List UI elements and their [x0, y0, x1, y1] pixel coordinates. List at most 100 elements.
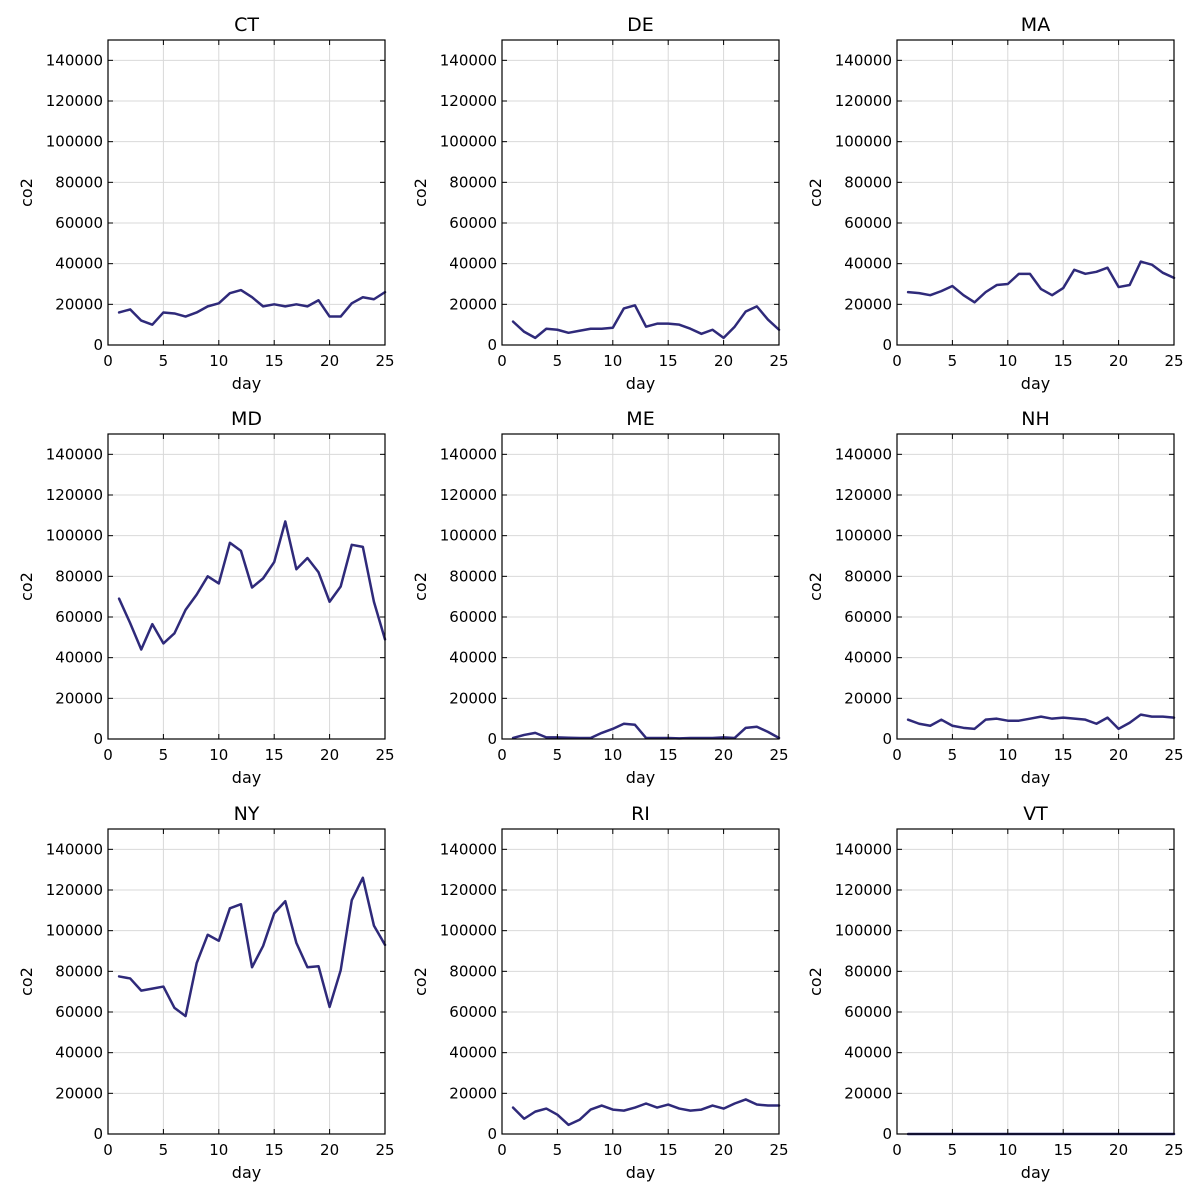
x-tick-label: 20 [714, 1141, 733, 1159]
y-tick-label: 140000 [46, 445, 103, 463]
x-tick-label: 25 [1164, 1141, 1183, 1159]
series-line [511, 304, 781, 340]
x-tick-label: 5 [948, 352, 958, 370]
y-tick-label: 120000 [440, 486, 497, 504]
x-tick-label: 10 [603, 352, 622, 370]
x-tick-label: 20 [1109, 746, 1128, 764]
y-tick-label: 20000 [844, 689, 892, 707]
y-tick-label: 20000 [55, 689, 103, 707]
y-tick-label: 140000 [440, 445, 497, 463]
plot-frame [107, 828, 386, 1135]
y-axis-label: co2 [17, 967, 36, 996]
y-tick-label: 40000 [55, 1044, 103, 1062]
subplot-ma: 0 5 10 15 20 25 0 20000 40000 60000 80000 100000 120… [806, 14, 1184, 393]
x-tick-label: 25 [769, 1141, 788, 1159]
y-tick-label: 80000 [55, 567, 103, 585]
y-tick-label: 80000 [449, 962, 497, 980]
x-tick-label: 25 [769, 352, 788, 370]
subplot-title: MD [231, 408, 262, 430]
y-tick-label: 0 [882, 730, 892, 748]
x-tick-label: 25 [375, 1141, 394, 1159]
y-tick-label: 100000 [440, 527, 497, 545]
y-axis-label: co2 [17, 178, 36, 207]
subplot-title: ME [626, 408, 654, 430]
y-tick-label: 100000 [835, 922, 892, 940]
subplot-me: 0 5 10 15 20 25 0 20000 40000 60000 80000 100000 120… [411, 408, 789, 787]
y-tick-label: 80000 [844, 173, 892, 191]
x-tick-label: 20 [1109, 352, 1128, 370]
y-tick-label: 60000 [449, 608, 497, 626]
y-tick-label: 40000 [844, 255, 892, 273]
y-tick-label: 140000 [835, 840, 892, 858]
y-tick-label: 120000 [46, 881, 103, 899]
x-tick-label: 5 [948, 1141, 958, 1159]
x-tick-label: 15 [659, 746, 678, 764]
x-tick-label: 25 [375, 746, 394, 764]
y-axis-label: co2 [806, 178, 825, 207]
y-tick-label: 40000 [55, 255, 103, 273]
x-tick-label: 5 [159, 1141, 169, 1159]
y-tick-label: 140000 [46, 51, 103, 69]
x-tick-label: 5 [159, 746, 169, 764]
y-tick-label: 120000 [46, 486, 103, 504]
x-axis-label: day [626, 768, 655, 787]
plot-frame [501, 828, 780, 1135]
subplot-title: CT [234, 14, 259, 36]
y-tick-label: 20000 [449, 689, 497, 707]
plot-frame [501, 39, 780, 346]
subplot-title: NH [1021, 408, 1050, 430]
x-tick-label: 0 [103, 352, 113, 370]
x-tick-label: 20 [714, 352, 733, 370]
y-tick-label: 100000 [46, 133, 103, 151]
x-tick-label: 15 [265, 746, 284, 764]
x-tick-label: 0 [497, 746, 507, 764]
y-tick-label: 60000 [449, 1003, 497, 1021]
y-tick-label: 80000 [449, 173, 497, 191]
y-tick-label: 80000 [449, 567, 497, 585]
x-tick-label: 0 [892, 1141, 902, 1159]
x-tick-label: 15 [1054, 352, 1073, 370]
x-tick-label: 10 [603, 1141, 622, 1159]
y-tick-label: 120000 [440, 881, 497, 899]
x-tick-label: 5 [159, 352, 169, 370]
x-tick-label: 0 [892, 352, 902, 370]
x-tick-label: 15 [659, 352, 678, 370]
plot-frame [107, 433, 386, 740]
y-tick-label: 40000 [449, 649, 497, 667]
series-line [511, 1098, 781, 1127]
x-tick-label: 5 [553, 1141, 563, 1159]
y-tick-label: 0 [882, 336, 892, 354]
y-axis-label: co2 [411, 967, 430, 996]
x-axis-label: day [626, 374, 655, 393]
subplot-title: NY [234, 803, 260, 825]
x-tick-label: 15 [1054, 1141, 1073, 1159]
x-tick-label: 25 [1164, 352, 1183, 370]
plot-frame [896, 39, 1175, 346]
subplot-title: DE [627, 14, 654, 36]
y-tick-label: 60000 [55, 1003, 103, 1021]
y-tick-label: 40000 [55, 649, 103, 667]
y-tick-label: 140000 [440, 840, 497, 858]
series-line [906, 260, 1176, 304]
y-tick-label: 100000 [440, 922, 497, 940]
y-tick-label: 0 [93, 1125, 103, 1143]
x-tick-label: 20 [320, 1141, 339, 1159]
y-axis-label: co2 [806, 572, 825, 601]
plot-frame [896, 828, 1175, 1135]
y-tick-label: 120000 [440, 92, 497, 110]
subplot-de: 0 5 10 15 20 25 0 20000 40000 60000 80000 100000 120… [411, 14, 789, 393]
y-axis-label: co2 [806, 967, 825, 996]
y-tick-label: 20000 [449, 295, 497, 313]
x-tick-label: 10 [998, 1141, 1017, 1159]
y-tick-label: 40000 [844, 1044, 892, 1062]
y-axis-label: co2 [17, 572, 36, 601]
y-tick-label: 0 [93, 336, 103, 354]
y-tick-label: 60000 [55, 608, 103, 626]
x-tick-label: 10 [209, 352, 228, 370]
y-axis-label: co2 [411, 178, 430, 207]
x-tick-label: 5 [553, 352, 563, 370]
x-tick-label: 10 [209, 746, 228, 764]
y-tick-label: 20000 [844, 1084, 892, 1102]
x-tick-label: 20 [320, 352, 339, 370]
y-axis-label: co2 [411, 572, 430, 601]
